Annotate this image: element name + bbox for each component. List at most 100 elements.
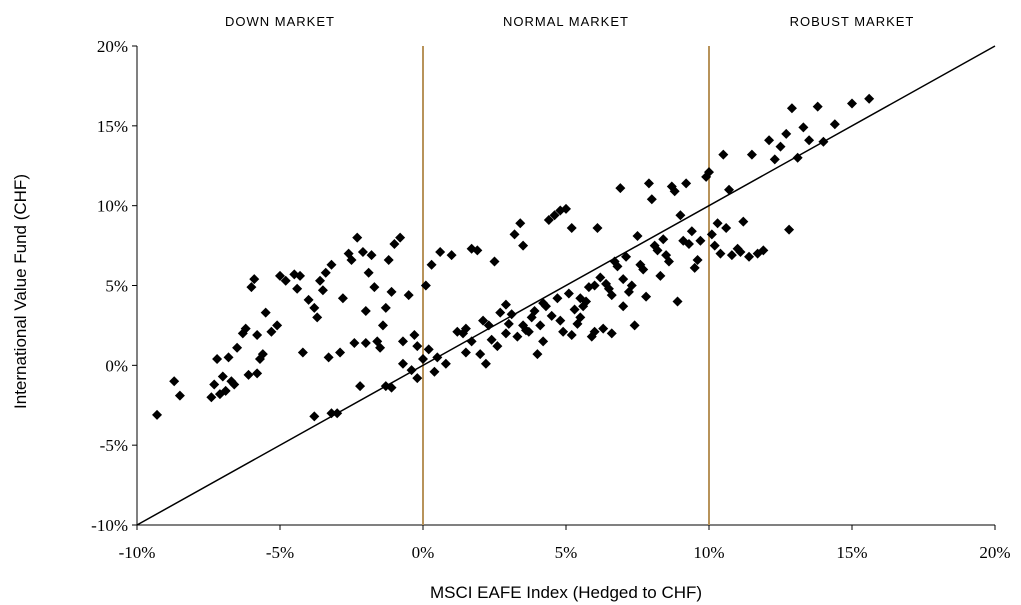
y-tick-label: 10%: [97, 197, 128, 216]
data-point: [718, 149, 729, 160]
data-point: [312, 312, 323, 323]
data-point: [506, 309, 517, 320]
x-tick-label: 15%: [836, 543, 867, 562]
data-point: [595, 272, 606, 283]
data-point: [804, 135, 815, 146]
data-point: [558, 326, 569, 337]
data-point: [672, 296, 683, 307]
data-point: [618, 301, 629, 312]
data-point: [704, 167, 714, 178]
y-tick-label: 5%: [105, 277, 128, 296]
data-point: [503, 318, 514, 329]
data-point: [566, 223, 577, 234]
data-point: [332, 408, 343, 419]
data-point: [366, 250, 377, 261]
data-point: [535, 320, 546, 331]
data-point: [549, 210, 560, 221]
data-point: [418, 353, 428, 364]
data-points: [152, 93, 875, 422]
data-point: [589, 326, 600, 337]
data-point: [357, 246, 368, 257]
data-point: [217, 371, 228, 382]
data-point: [432, 352, 443, 363]
data-point: [320, 267, 331, 278]
data-point: [641, 291, 652, 302]
y-tick-labels: -10% -5% 0% 5% 10% 15% 20%: [91, 37, 128, 535]
data-point: [483, 320, 494, 331]
x-tick-label: 20%: [979, 543, 1010, 562]
y-tick-label: 0%: [105, 356, 128, 375]
data-point: [420, 280, 431, 291]
data-point: [266, 326, 277, 337]
data-point: [355, 381, 366, 392]
data-point: [363, 267, 374, 278]
data-point: [292, 283, 303, 294]
data-point: [764, 135, 775, 146]
data-point: [655, 270, 666, 281]
data-point: [829, 119, 840, 130]
data-point: [326, 408, 337, 419]
y-tick-label: -5%: [100, 436, 128, 455]
x-tick-label: 10%: [693, 543, 724, 562]
data-point: [169, 376, 180, 387]
data-point: [735, 246, 746, 257]
data-point: [632, 231, 643, 242]
data-point: [792, 152, 803, 163]
data-point: [249, 274, 260, 285]
data-point: [744, 251, 755, 262]
data-point: [315, 275, 326, 286]
data-point: [466, 336, 477, 347]
region-labels: DOWN MARKET NORMAL MARKET ROBUST MARKET: [225, 14, 913, 29]
data-point: [349, 337, 360, 348]
data-point: [786, 103, 797, 114]
data-point: [297, 347, 308, 358]
x-tick-label: 5%: [555, 543, 578, 562]
data-point: [426, 259, 437, 270]
data-point: [518, 240, 529, 251]
data-point: [538, 298, 549, 309]
data-point: [746, 149, 757, 160]
data-point: [758, 245, 769, 256]
data-point: [526, 312, 537, 323]
data-point: [798, 122, 809, 133]
data-point: [409, 329, 420, 340]
data-point: [561, 203, 571, 214]
data-point: [295, 270, 306, 281]
data-point: [563, 288, 574, 299]
data-point: [403, 290, 414, 301]
data-point: [429, 366, 440, 377]
data-point: [335, 347, 346, 358]
data-point: [686, 226, 697, 237]
data-point: [569, 304, 580, 315]
data-point: [575, 293, 586, 304]
data-point: [260, 307, 271, 318]
data-point: [601, 278, 612, 289]
data-point: [412, 373, 423, 384]
data-point: [500, 328, 511, 339]
data-point: [386, 382, 397, 393]
data-point: [500, 299, 511, 310]
data-point: [380, 302, 391, 313]
x-tick-label: -5%: [266, 543, 294, 562]
data-point: [252, 368, 263, 379]
data-point: [489, 256, 500, 267]
data-point: [246, 282, 257, 293]
data-point: [352, 232, 363, 243]
data-point: [360, 337, 371, 348]
data-point: [386, 286, 397, 297]
data-point: [695, 235, 706, 246]
data-point: [572, 318, 583, 329]
data-point: [446, 250, 457, 261]
data-point: [626, 280, 637, 291]
data-point: [229, 379, 240, 390]
data-point: [515, 218, 526, 229]
data-point: [280, 275, 291, 286]
data-point: [649, 240, 660, 251]
region-label-normal: NORMAL MARKET: [503, 14, 629, 29]
data-point: [309, 411, 320, 422]
data-point: [369, 282, 380, 293]
data-point: [675, 210, 686, 221]
axes: [132, 45, 996, 530]
data-point: [232, 342, 243, 353]
